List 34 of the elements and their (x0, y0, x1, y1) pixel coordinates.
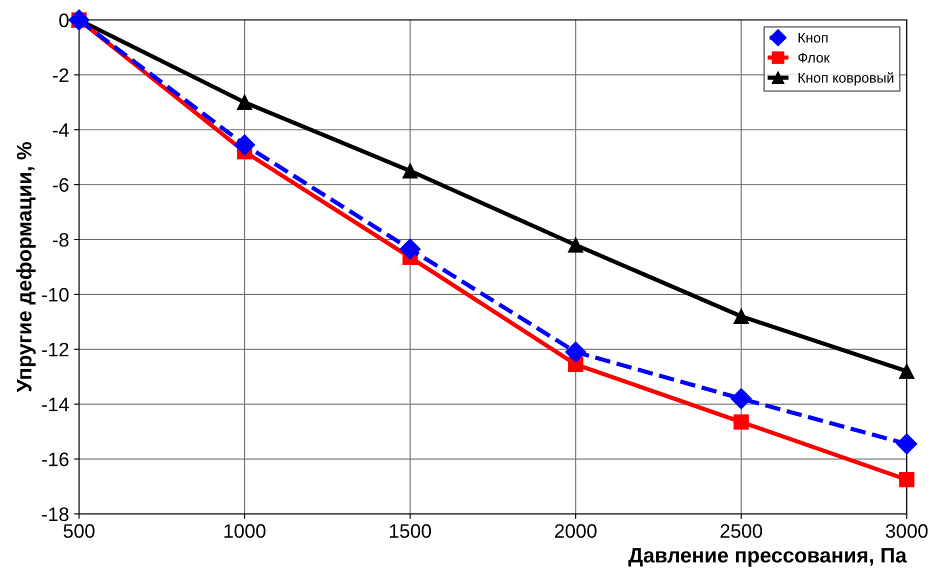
point (400, 238, 421, 260)
point (402, 163, 418, 179)
point (565, 341, 586, 363)
point (730, 388, 752, 410)
y-tick-label: -8 (52, 232, 68, 247)
point (734, 414, 749, 430)
point (899, 364, 914, 379)
y-axis-title: Упругие деформации, % (16, 142, 36, 392)
point (734, 308, 749, 324)
y-tick-label: -14 (42, 398, 69, 412)
legend-label: Флок (798, 52, 830, 63)
y-tick-label: -10 (42, 288, 69, 302)
y-tick-label: -4 (52, 123, 69, 137)
point (234, 134, 256, 156)
y-tick-label: -6 (52, 178, 68, 192)
point (236, 94, 252, 110)
point (68, 9, 90, 30)
x-tick-label: 1500 (390, 524, 431, 538)
legend-label: Кноп ковровый (798, 72, 894, 86)
y-tick-label: -16 (42, 452, 68, 466)
point (896, 433, 918, 454)
y-tick-label: -2 (52, 68, 68, 82)
x-axis-title: Давление прессования, Па (628, 548, 907, 567)
x-tick-label: 1000 (224, 524, 266, 538)
x-tick-label: 500 (64, 524, 95, 538)
y-tick-label: -12 (42, 342, 68, 356)
x-tick-label: 2500 (720, 524, 762, 538)
y-tick-label: 0 (59, 13, 69, 28)
legend-label: Кноп (798, 32, 828, 43)
y-tick-label: -18 (42, 507, 68, 522)
point (568, 237, 584, 253)
point (899, 472, 914, 488)
x-tick-label: 2000 (555, 524, 597, 538)
x-tick-label: 3000 (886, 524, 928, 538)
